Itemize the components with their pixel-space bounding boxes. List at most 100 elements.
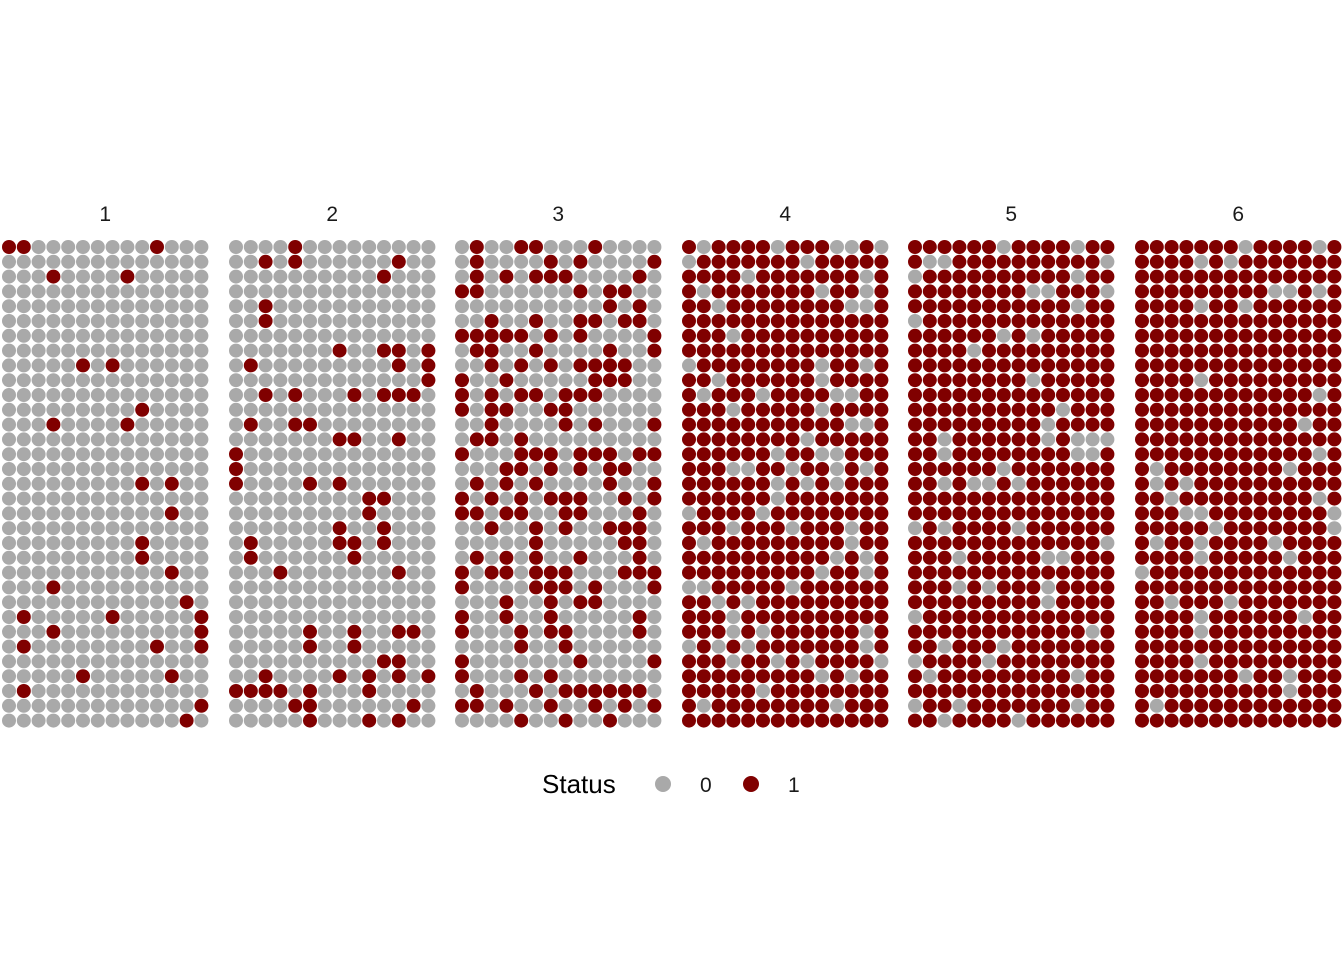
facet-label-3: 3 bbox=[552, 203, 564, 226]
waffle-cell-status-1 bbox=[830, 536, 844, 550]
waffle-cell-status-1 bbox=[164, 476, 179, 491]
waffle-cell-status-0 bbox=[588, 299, 603, 314]
waffle-cell-status-1 bbox=[785, 698, 800, 713]
waffle-cell-status-1 bbox=[406, 388, 421, 402]
waffle-cell-status-1 bbox=[770, 684, 785, 698]
waffle-cell-status-1 bbox=[1223, 432, 1238, 447]
waffle-cell-status-0 bbox=[46, 610, 61, 624]
waffle-cell-status-0 bbox=[303, 299, 317, 314]
waffle-cell-status-0 bbox=[179, 269, 194, 284]
waffle-cell-status-0 bbox=[90, 595, 105, 610]
waffle-cell-status-0 bbox=[150, 550, 164, 565]
waffle-cell-status-1 bbox=[770, 639, 785, 654]
waffle-cell-status-1 bbox=[1041, 684, 1056, 698]
waffle-cell-status-0 bbox=[469, 491, 484, 506]
waffle-cell-status-1 bbox=[514, 240, 529, 254]
waffle-cell-status-1 bbox=[1011, 669, 1026, 684]
waffle-cell-status-0 bbox=[105, 299, 120, 314]
waffle-cell-status-0 bbox=[726, 462, 741, 476]
waffle-cell-status-1 bbox=[499, 462, 514, 476]
waffle-cell-status-1 bbox=[1297, 624, 1312, 639]
waffle-cell-status-0 bbox=[617, 713, 632, 728]
waffle-cell-status-1 bbox=[1179, 654, 1194, 669]
waffle-cell-status-0 bbox=[317, 269, 332, 284]
waffle-cell-status-1 bbox=[815, 536, 830, 550]
waffle-cell-status-1 bbox=[1223, 299, 1238, 314]
waffle-cell-status-1 bbox=[770, 314, 785, 328]
waffle-cell-status-1 bbox=[1297, 358, 1312, 373]
waffle-cell-status-1 bbox=[859, 506, 874, 521]
waffle-cell-status-0 bbox=[874, 654, 889, 669]
facet-panel-1: 1 bbox=[2, 203, 209, 728]
waffle-cell-status-1 bbox=[711, 698, 726, 713]
waffle-cell-status-1 bbox=[1253, 698, 1268, 713]
waffle-cell-status-1 bbox=[1268, 506, 1283, 521]
waffle-cell-status-1 bbox=[1194, 684, 1209, 698]
waffle-cell-status-1 bbox=[1056, 314, 1070, 328]
waffle-cell-status-0 bbox=[1070, 240, 1085, 254]
waffle-cell-status-1 bbox=[859, 314, 874, 328]
waffle-cell-status-1 bbox=[859, 698, 874, 713]
waffle-cell-status-1 bbox=[696, 343, 711, 358]
waffle-cell-status-1 bbox=[741, 669, 756, 684]
waffle-cell-status-0 bbox=[105, 595, 120, 610]
waffle-cell-status-1 bbox=[1070, 343, 1085, 358]
waffle-cell-status-0 bbox=[377, 447, 391, 462]
waffle-cell-status-1 bbox=[1297, 491, 1312, 506]
waffle-cell-status-1 bbox=[1011, 284, 1026, 299]
waffle-cell-status-1 bbox=[1238, 388, 1253, 402]
waffle-cell-status-0 bbox=[61, 624, 76, 639]
waffle-cell-status-1 bbox=[859, 388, 874, 402]
waffle-cell-status-0 bbox=[499, 654, 514, 669]
waffle-cell-status-0 bbox=[258, 654, 273, 669]
waffle-cell-status-0 bbox=[31, 417, 46, 432]
waffle-cell-status-1 bbox=[529, 240, 543, 254]
waffle-cell-status-1 bbox=[514, 462, 529, 476]
waffle-cell-status-1 bbox=[982, 565, 996, 580]
waffle-cell-status-1 bbox=[741, 698, 756, 713]
waffle-cell-status-1 bbox=[967, 624, 982, 639]
waffle-cell-status-0 bbox=[632, 373, 647, 388]
waffle-cell-status-1 bbox=[726, 506, 741, 521]
waffle-cell-status-0 bbox=[194, 580, 209, 595]
waffle-cell-status-0 bbox=[603, 491, 617, 506]
waffle-cell-status-0 bbox=[76, 417, 90, 432]
waffle-cell-status-0 bbox=[332, 506, 347, 521]
waffle-cell-status-0 bbox=[179, 506, 194, 521]
waffle-cell-status-0 bbox=[377, 684, 391, 698]
waffle-cell-status-1 bbox=[1056, 580, 1070, 595]
waffle-cell-status-1 bbox=[529, 447, 543, 462]
waffle-cell-status-0 bbox=[303, 462, 317, 476]
waffle-cell-status-0 bbox=[258, 373, 273, 388]
waffle-cell-status-0 bbox=[558, 432, 573, 447]
waffle-cell-status-0 bbox=[90, 698, 105, 713]
waffle-cell-status-1 bbox=[874, 432, 889, 447]
waffle-cell-status-0 bbox=[362, 536, 377, 550]
waffle-cell-status-0 bbox=[120, 343, 135, 358]
waffle-cell-status-1 bbox=[1283, 343, 1297, 358]
waffle-cell-status-0 bbox=[105, 521, 120, 536]
waffle-cell-status-1 bbox=[1100, 684, 1115, 698]
waffle-cell-status-0 bbox=[76, 506, 90, 521]
waffle-cell-status-1 bbox=[603, 476, 617, 491]
waffle-cell-status-1 bbox=[1149, 402, 1164, 417]
waffle-cell-status-0 bbox=[105, 565, 120, 580]
waffle-cell-status-1 bbox=[1179, 388, 1194, 402]
waffle-cell-status-1 bbox=[1238, 343, 1253, 358]
waffle-cell-status-1 bbox=[696, 639, 711, 654]
waffle-cell-status-1 bbox=[908, 343, 922, 358]
waffle-cell-status-0 bbox=[150, 284, 164, 299]
waffle-cell-status-0 bbox=[46, 462, 61, 476]
waffle-cell-status-0 bbox=[243, 314, 258, 328]
waffle-cell-status-1 bbox=[1135, 432, 1149, 447]
waffle-cell-status-0 bbox=[288, 328, 303, 343]
waffle-cell-status-1 bbox=[908, 684, 922, 698]
waffle-cell-status-1 bbox=[726, 476, 741, 491]
waffle-cell-status-0 bbox=[1283, 669, 1297, 684]
waffle-cell-status-0 bbox=[273, 269, 288, 284]
waffle-cell-status-1 bbox=[770, 343, 785, 358]
waffle-cell-status-0 bbox=[31, 284, 46, 299]
waffle-cell-status-0 bbox=[332, 240, 347, 254]
waffle-cell-status-1 bbox=[952, 639, 967, 654]
waffle-cell-status-1 bbox=[711, 432, 726, 447]
